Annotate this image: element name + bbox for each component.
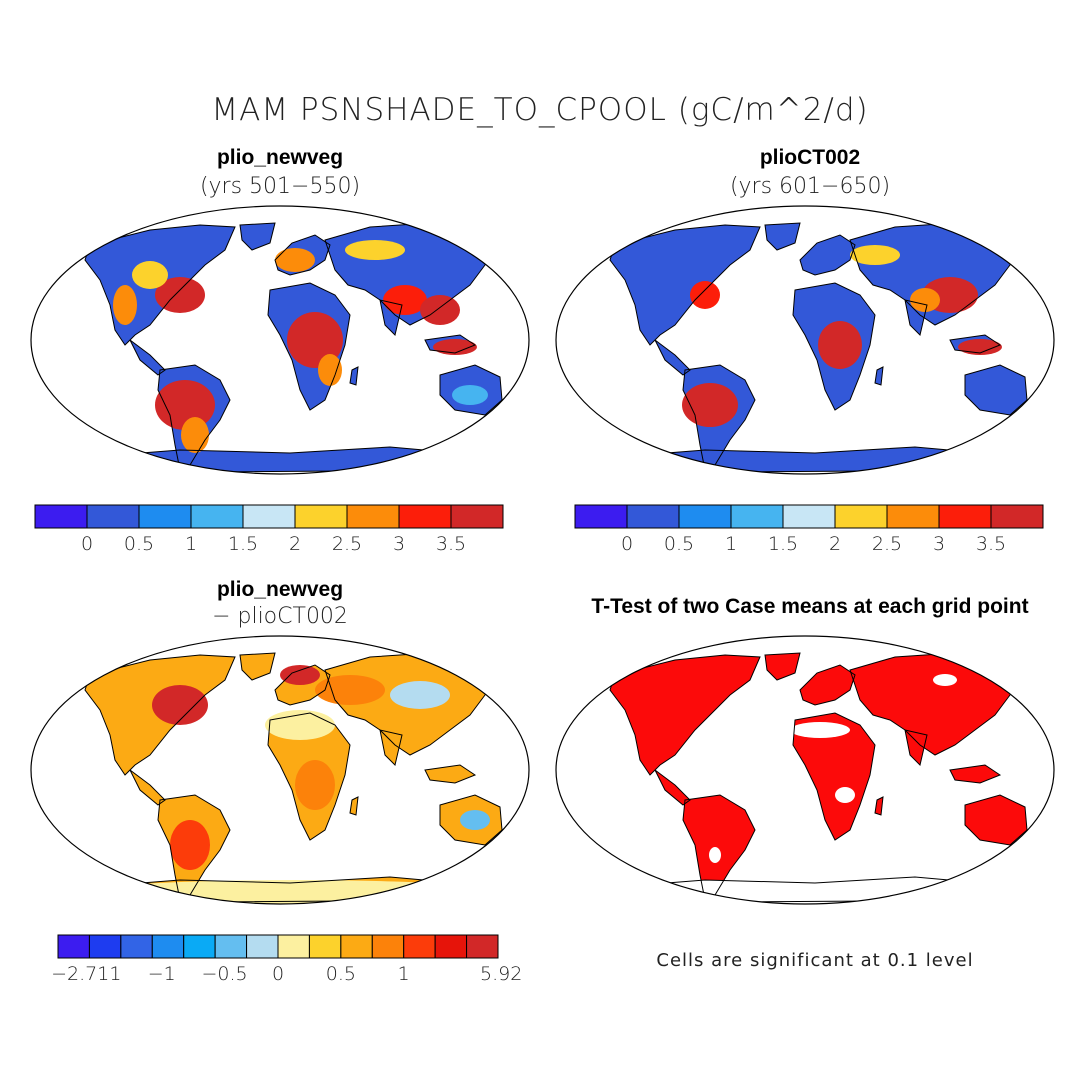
colorbar-boxes [34,504,504,529]
colorbar-label: 0 [621,533,633,555]
colorbar-absolute-2: 0 0.5 1 1.5 2 2.5 3 3.5 [574,504,1044,555]
colorbar-label: −0.5 [202,963,248,985]
colorbar-swatch [450,504,504,529]
colorbar-boxes [574,504,1044,529]
colorbar-label: 5.92 [480,963,522,985]
colorbar-boxes [57,934,499,959]
colorbar-label: −2.711 [51,963,121,985]
colorbar-label: 2 [289,533,301,555]
colorbar-swatch [308,934,342,959]
panel2-subtitle: (yrs 601−650) [729,174,891,199]
map-plio-newveg [30,205,530,475]
heat-patches [682,245,1002,427]
map-ttest [555,635,1055,905]
colorbar-swatch [277,934,310,959]
colorbar-label: 1 [725,533,737,555]
colorbar-swatch [371,934,405,959]
colorbar-swatch [782,504,836,529]
colorbar-swatch [398,504,452,529]
colorbar-labels: −2.711 −1 −0.5 0 0.5 1 5.92 [51,963,522,985]
colorbar-label: 3.5 [436,533,466,555]
colorbar-swatch [466,934,499,959]
colorbar-swatch [294,504,348,529]
colorbar-label: 0.5 [326,963,356,985]
colorbar-swatch [214,934,248,959]
colorbar-swatch [34,504,88,529]
colorbar-swatch [340,934,373,959]
colorbar-swatch [190,504,244,529]
panel2-title: plioCT002 [759,146,861,169]
colorbar-swatch [403,934,436,959]
panel3-title: plio_newveg [216,578,344,601]
colorbar-label: 0.5 [124,533,154,555]
panel3-subtitle: − plioCT002 [212,604,348,629]
panel1-subtitle: (yrs 501−550) [199,174,361,199]
colorbar-swatch [246,934,279,959]
colorbar-label: 1.5 [768,533,798,555]
significance-note: Cells are significant at 0.1 level [656,950,974,971]
colorbar-labels: 0 0.5 1 1.5 2 2.5 3 3.5 [621,533,1006,555]
colorbar-swatch [834,504,888,529]
colorbar-label: 0 [81,533,93,555]
colorbar-label: 1 [185,533,197,555]
colorbar-label: 1 [398,963,410,985]
colorbar-label: 3 [393,533,405,555]
colorbar-swatch [57,934,90,959]
map-pliocT002 [555,205,1055,475]
colorbar-swatch [886,504,940,529]
colorbar-swatch [151,934,185,959]
panel1-title: plio_newveg [216,146,344,169]
colorbar-difference: −2.711 −1 −0.5 0 0.5 1 5.92 [51,934,522,985]
colorbar-swatch [86,504,140,529]
colorbar-label: 2.5 [872,533,902,555]
colorbar-swatch [938,504,992,529]
colorbar-swatch [626,504,680,529]
colorbar-label: −1 [148,963,176,985]
colorbar-swatch [678,504,732,529]
colorbar-swatch [242,504,296,529]
colorbar-swatch [138,504,192,529]
colorbar-swatch [346,504,400,529]
colorbar-swatch [434,934,468,959]
colorbar-swatch [88,934,122,959]
map-difference [30,635,530,905]
colorbar-absolute-1: 0 0.5 1 1.5 2 2.5 3 3.5 [34,504,504,555]
colorbar-label: 0.5 [664,533,694,555]
colorbar-swatch [183,934,216,959]
colorbar-label: 3.5 [976,533,1006,555]
colorbar-swatch [990,504,1044,529]
colorbar-label: 3 [933,533,945,555]
colorbar-swatch [120,934,153,959]
panel4-title: T-Test of two Case means at each grid po… [591,595,1029,618]
heat-patches [113,240,488,453]
colorbar-label: 1.5 [228,533,258,555]
colorbar-label: 2.5 [332,533,362,555]
colorbar-label: 2 [829,533,841,555]
figure-title: MAM PSNSHADE_TO_CPOOL (gC/m^2/d) [211,92,869,128]
colorbar-label: 0 [272,963,284,985]
colorbar-labels: 0 0.5 1 1.5 2 2.5 3 3.5 [81,533,466,555]
colorbar-swatch [574,504,628,529]
colorbar-swatch [730,504,784,529]
